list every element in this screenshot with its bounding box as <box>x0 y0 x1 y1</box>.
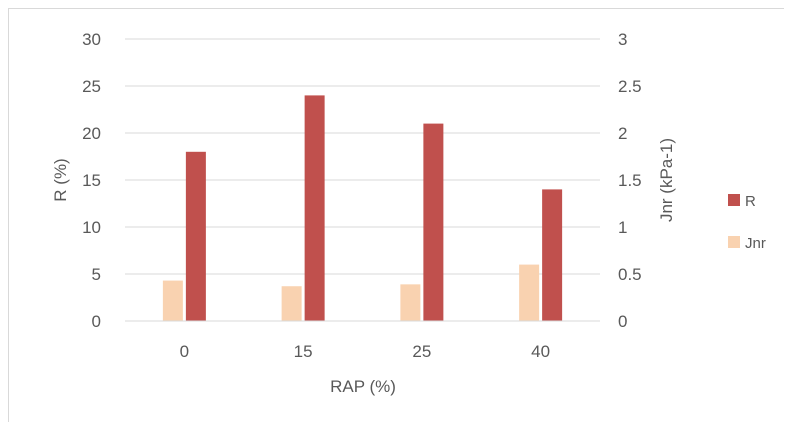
x-tick-label: 15 <box>294 342 313 361</box>
bar-r-25 <box>423 123 444 321</box>
y-tick-label: 20 <box>82 124 101 143</box>
y2-tick-label: 0 <box>618 312 627 331</box>
y2-tick-label: 1.5 <box>618 171 642 190</box>
gridlines <box>125 38 600 275</box>
legend-label-r: R <box>745 193 756 210</box>
y2-axis-label: Jnr (kPa-1) <box>657 138 676 222</box>
y-tick-label: 5 <box>92 265 101 284</box>
y-tick-label: 25 <box>82 77 101 96</box>
bar-jnr-15 <box>281 286 302 321</box>
x-axis-ticks: 0 15 25 40 <box>180 342 550 361</box>
bar-r-0 <box>185 151 206 321</box>
x-tick-label: 0 <box>180 342 189 361</box>
bar-jnr-40 <box>519 264 540 321</box>
y2-tick-label: 2 <box>618 124 627 143</box>
legend-swatch-r <box>728 194 740 206</box>
bar-r-15 <box>304 95 325 322</box>
y2-tick-label: 2.5 <box>618 77 642 96</box>
legend-label-jnr: Jnr <box>745 235 766 252</box>
y-axis-ticks: 0 5 10 15 20 25 30 <box>82 30 101 331</box>
y-axis-label: R (%) <box>51 158 70 201</box>
legend-swatch-jnr <box>728 236 740 248</box>
bar-jnr-25 <box>400 284 421 321</box>
y-tick-label: 10 <box>82 218 101 237</box>
y2-tick-label: 3 <box>618 30 627 49</box>
x-tick-label: 25 <box>412 342 431 361</box>
x-axis-label: RAP (%) <box>330 377 396 396</box>
y-tick-label: 0 <box>92 312 101 331</box>
y2-tick-label: 1 <box>618 218 627 237</box>
y2-tick-label: 0.5 <box>618 265 642 284</box>
bar-r-40 <box>542 189 563 321</box>
bars <box>162 95 563 322</box>
chart-frame <box>8 8 784 422</box>
x-tick-label: 40 <box>531 342 550 361</box>
y-tick-label: 15 <box>82 171 101 190</box>
legend: R Jnr <box>728 193 766 252</box>
y-tick-label: 30 <box>82 30 101 49</box>
bar-jnr-0 <box>162 280 183 321</box>
y2-axis-ticks: 0 0.5 1 1.5 2 2.5 3 <box>618 30 642 331</box>
